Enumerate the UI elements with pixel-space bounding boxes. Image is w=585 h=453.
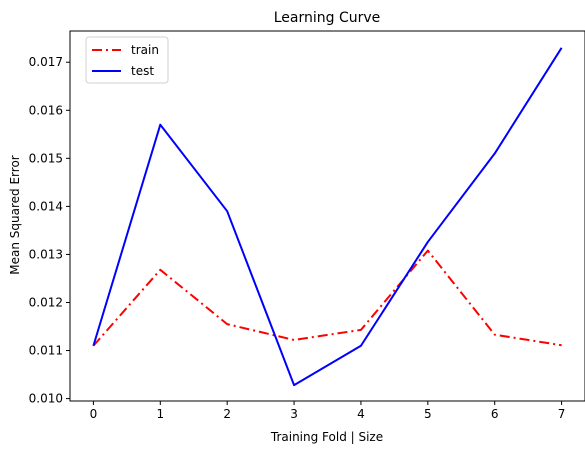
x-tick-label: 2 — [223, 407, 231, 421]
x-tick-label: 4 — [357, 407, 365, 421]
legend-label-test: test — [131, 64, 154, 78]
y-tick-label: 0.013 — [29, 247, 63, 261]
legend: train test — [85, 36, 169, 84]
series-layer — [92, 47, 563, 387]
y-tick-label: 0.016 — [29, 103, 63, 117]
x-tick-label: 7 — [558, 407, 566, 421]
series-line-test — [92, 47, 563, 387]
x-tick-label: 5 — [424, 407, 432, 421]
y-tick-label: 0.011 — [29, 344, 63, 358]
chart-title: Learning Curve — [274, 10, 381, 26]
y-tick-label: 0.015 — [29, 151, 63, 165]
x-axis-label: Training Fold | Size — [270, 430, 383, 444]
plot-frame — [69, 30, 585, 402]
y-tick-label: 0.010 — [29, 392, 63, 406]
axis-ticks: 0 1 2 3 4 5 6 7 0.010 0.011 0.012 0.013 0.014 0.015 0.… — [29, 55, 566, 421]
y-tick-label: 0.017 — [29, 55, 63, 69]
x-tick-label: 1 — [156, 407, 164, 421]
x-tick-label: 6 — [491, 407, 499, 421]
x-tick-label: 0 — [90, 407, 98, 421]
y-tick-label: 0.012 — [29, 295, 63, 309]
y-tick-label: 0.014 — [29, 199, 63, 213]
legend-label-train: train — [131, 43, 159, 57]
y-axis-label: Mean Squared Error — [8, 155, 22, 275]
series-line-train — [92, 249, 562, 347]
x-tick-label: 3 — [290, 407, 298, 421]
